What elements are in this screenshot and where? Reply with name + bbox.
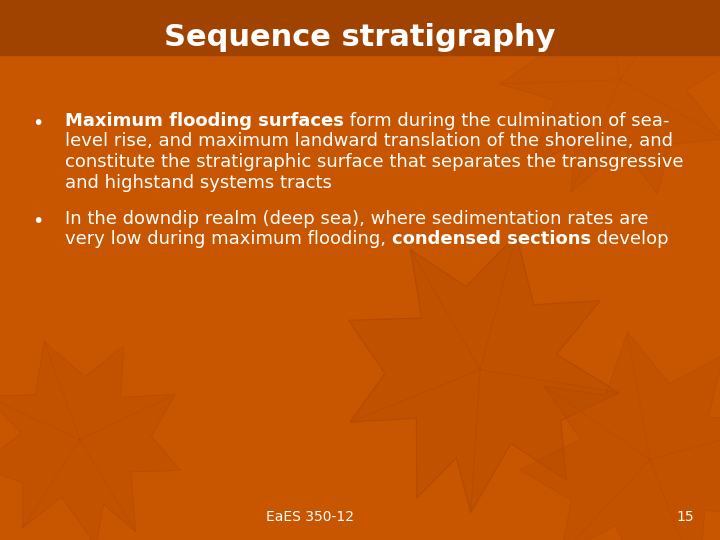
Text: EaES 350-12: EaES 350-12 xyxy=(266,510,354,524)
Text: very low during maximum flooding,: very low during maximum flooding, xyxy=(65,231,392,248)
Text: condensed sections: condensed sections xyxy=(392,231,591,248)
Text: •: • xyxy=(32,212,44,231)
Polygon shape xyxy=(500,0,720,194)
Text: and highstand systems tracts: and highstand systems tracts xyxy=(65,173,332,192)
Polygon shape xyxy=(0,341,181,540)
Text: constitute the stratigraphic surface that separates the transgressive: constitute the stratigraphic surface tha… xyxy=(65,153,683,171)
Text: Sequence stratigraphy: Sequence stratigraphy xyxy=(164,24,556,52)
Text: form during the culmination of sea-: form during the culmination of sea- xyxy=(344,112,670,130)
Polygon shape xyxy=(348,235,619,512)
Text: •: • xyxy=(32,114,44,133)
Text: 15: 15 xyxy=(676,510,694,524)
Text: level rise, and maximum landward translation of the shoreline, and: level rise, and maximum landward transla… xyxy=(65,132,673,151)
Polygon shape xyxy=(520,332,720,540)
Text: Maximum flooding surfaces: Maximum flooding surfaces xyxy=(65,112,344,130)
Text: develop: develop xyxy=(591,231,668,248)
Bar xyxy=(0,0,720,55)
Text: In the downdip realm (deep sea), where sedimentation rates are: In the downdip realm (deep sea), where s… xyxy=(65,210,649,228)
